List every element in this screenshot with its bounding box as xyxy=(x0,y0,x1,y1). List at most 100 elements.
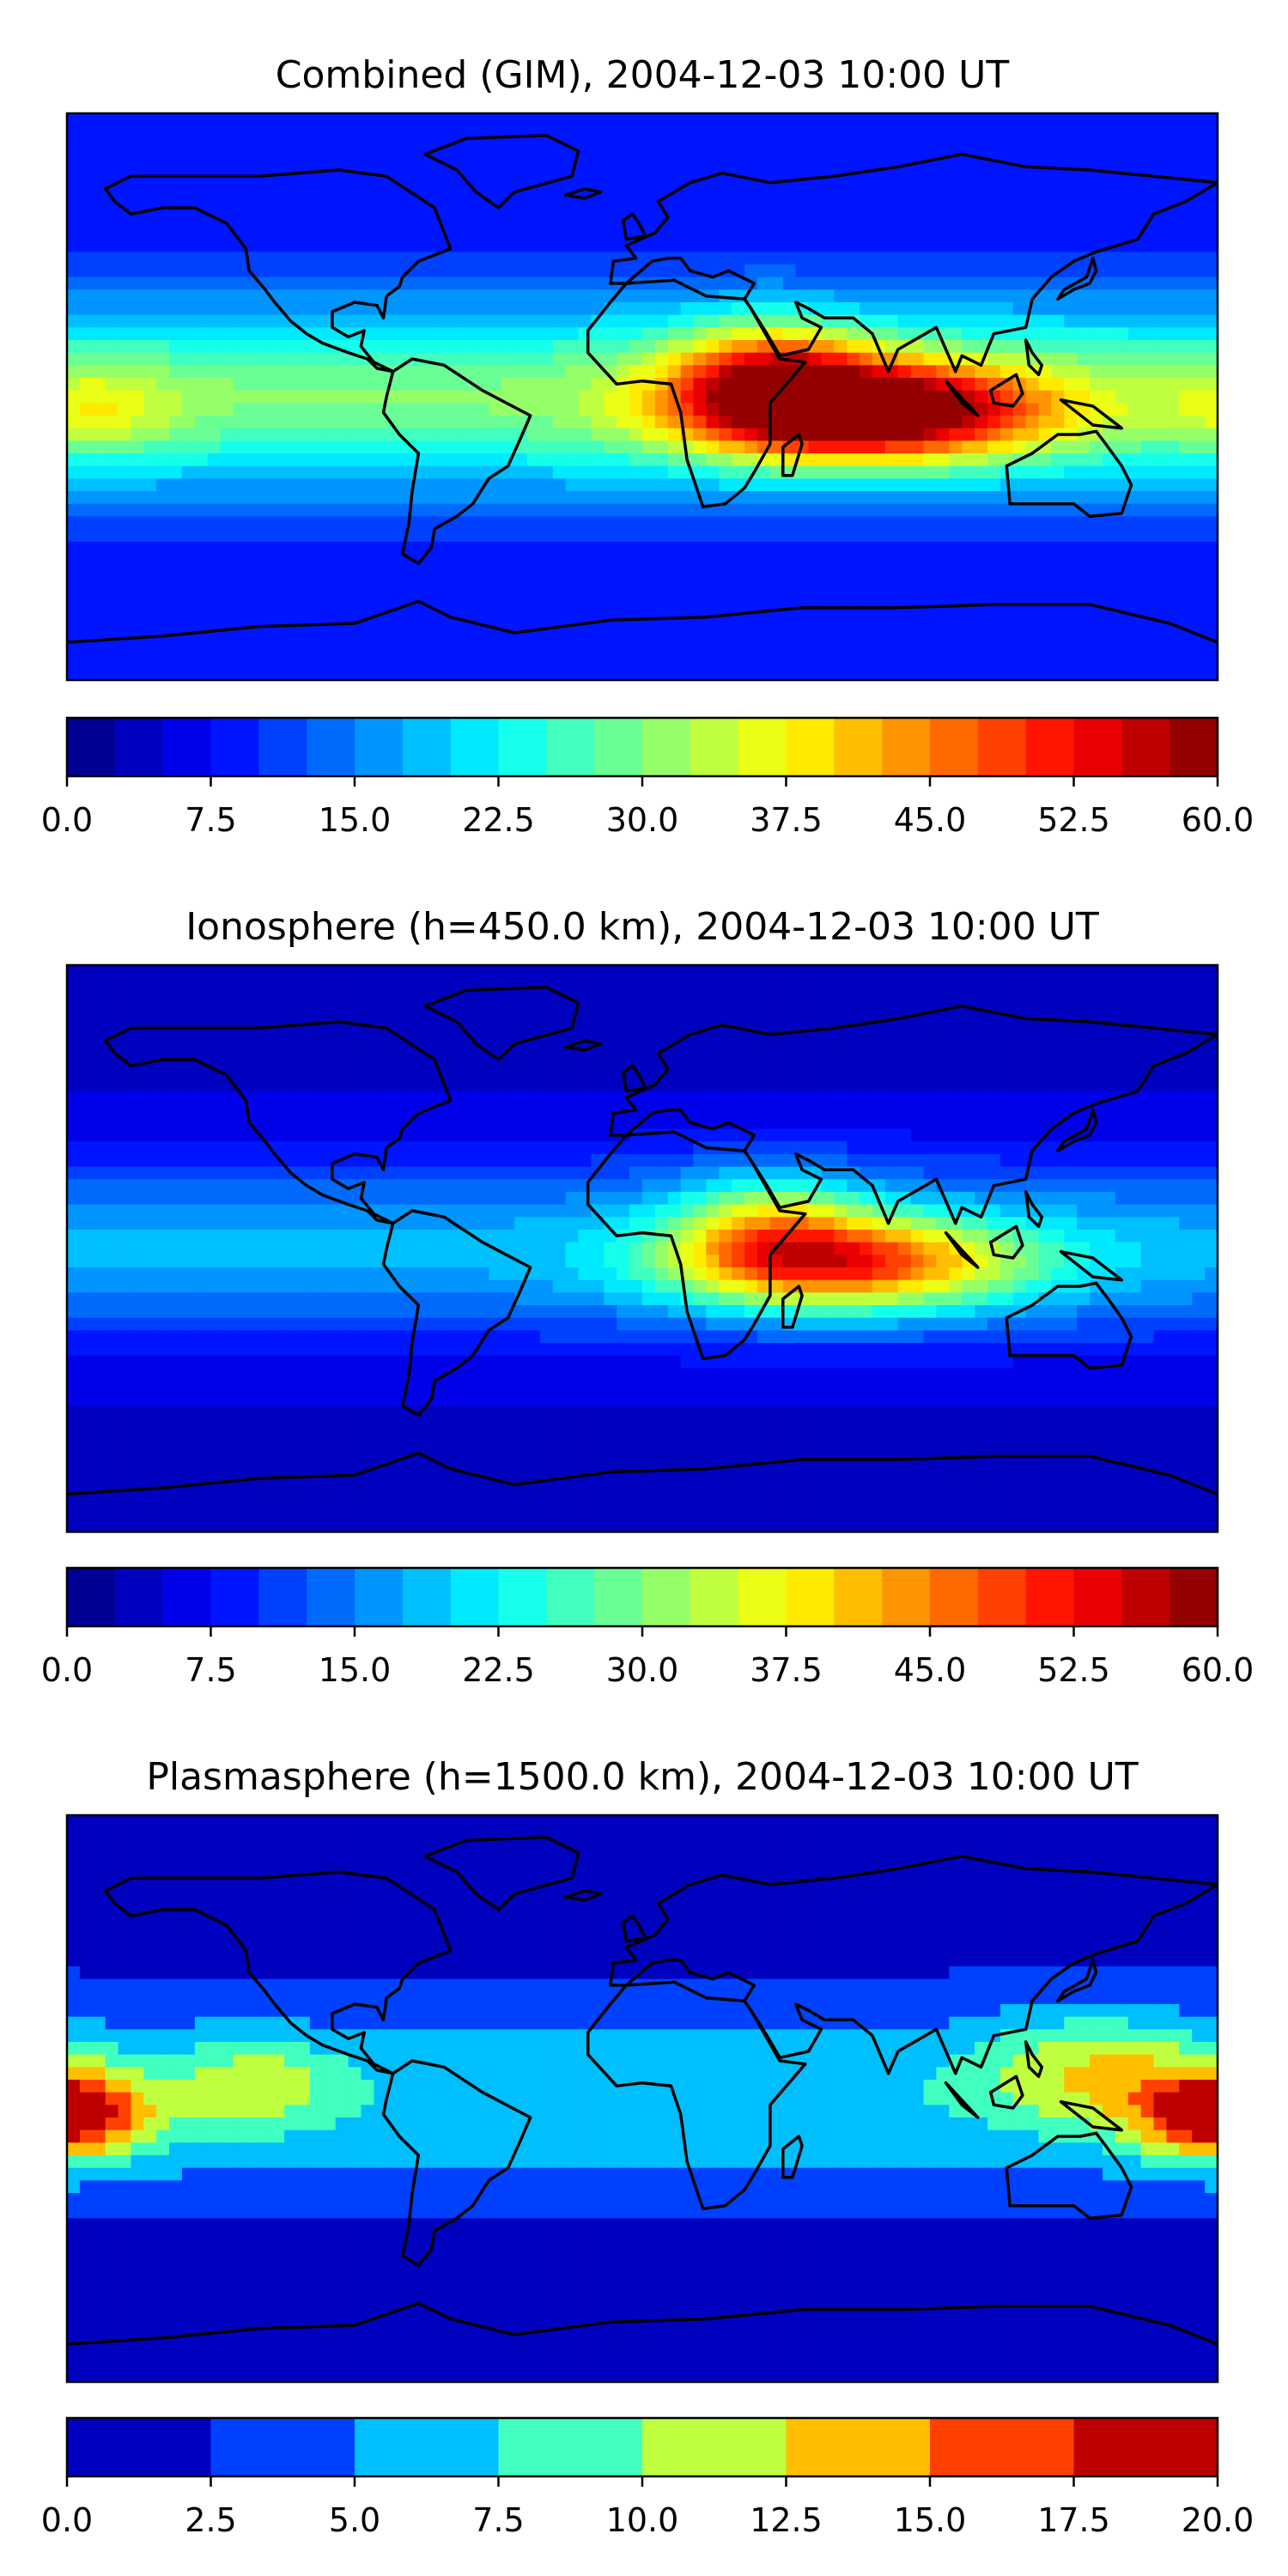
heatmap-cell xyxy=(1192,252,1206,265)
heatmap-cell xyxy=(246,189,259,203)
heatmap-cell xyxy=(897,629,912,643)
heatmap-cell xyxy=(1077,314,1091,328)
heatmap-cell xyxy=(884,138,899,152)
heatmap-cell xyxy=(834,629,848,643)
heatmap-cell xyxy=(834,654,848,668)
heatmap-cell xyxy=(194,478,209,492)
heatmap-cell xyxy=(118,567,132,580)
heatmap-cell xyxy=(860,113,873,127)
heatmap-cell xyxy=(182,465,196,479)
heatmap-cell xyxy=(284,567,298,580)
heatmap-cell xyxy=(552,1066,567,1079)
heatmap-cell xyxy=(1077,227,1091,240)
heatmap-cell xyxy=(539,151,554,165)
heatmap-cell xyxy=(910,163,925,177)
heatmap-cell xyxy=(1038,428,1053,441)
heatmap-cell xyxy=(552,314,567,328)
heatmap-cell xyxy=(642,1003,656,1017)
heatmap-cell xyxy=(399,378,413,392)
heatmap-cell xyxy=(654,365,669,379)
heatmap-cell xyxy=(489,1028,502,1042)
heatmap-cell xyxy=(1153,516,1168,530)
heatmap-cell xyxy=(821,264,835,278)
heatmap-cell xyxy=(501,302,515,316)
heatmap-cell xyxy=(565,289,580,303)
heatmap-cell xyxy=(808,403,823,416)
heatmap-cell xyxy=(757,554,771,568)
heatmap-cell xyxy=(399,1015,413,1029)
heatmap-cell xyxy=(604,965,617,979)
heatmap-cell xyxy=(335,529,349,543)
heatmap-cell xyxy=(501,276,515,290)
heatmap-cell xyxy=(182,365,196,379)
heatmap-cell xyxy=(156,314,170,328)
heatmap-cell xyxy=(348,667,362,680)
heatmap-cell xyxy=(424,1066,439,1079)
heatmap-cell xyxy=(1012,629,1027,643)
heatmap-cell xyxy=(348,1041,362,1054)
heatmap-cell xyxy=(233,465,247,479)
heatmap-cell xyxy=(501,1053,515,1066)
heatmap-cell xyxy=(412,516,426,530)
heatmap-cell xyxy=(79,201,94,215)
heatmap-cell xyxy=(565,977,580,991)
heatmap-cell xyxy=(987,654,1001,668)
heatmap-cell xyxy=(834,567,848,580)
heatmap-cell xyxy=(680,227,695,240)
heatmap-cell xyxy=(67,1015,81,1029)
heatmap-cell xyxy=(271,567,285,580)
heatmap-cell xyxy=(233,965,247,979)
heatmap-cell xyxy=(1051,416,1065,429)
heatmap-cell xyxy=(374,965,387,979)
heatmap-cell xyxy=(335,176,349,190)
heatmap-cell xyxy=(450,465,465,479)
heatmap-cell xyxy=(629,416,643,429)
heatmap-cell xyxy=(105,314,119,328)
heatmap-cell xyxy=(847,1053,860,1066)
heatmap-cell xyxy=(732,239,745,252)
heatmap-cell xyxy=(782,654,797,668)
heatmap-cell xyxy=(361,227,374,240)
heatmap-cell xyxy=(335,503,349,517)
heatmap-cell xyxy=(629,977,643,991)
heatmap-cell xyxy=(501,390,515,404)
heatmap-cell xyxy=(1205,378,1218,392)
heatmap-cell xyxy=(246,667,259,680)
heatmap-cell xyxy=(118,503,132,517)
heatmap-cell xyxy=(527,365,541,379)
heatmap-cell xyxy=(578,302,592,316)
heatmap-cell xyxy=(744,1003,758,1017)
heatmap-cell xyxy=(169,592,183,605)
heatmap-cell xyxy=(1192,453,1206,467)
heatmap-cell xyxy=(578,503,592,517)
heatmap-cell xyxy=(782,592,797,605)
heatmap-cell xyxy=(923,642,938,656)
heatmap-cell xyxy=(1205,138,1218,152)
map-frame xyxy=(65,112,1219,682)
heatmap-cell xyxy=(732,201,745,215)
heatmap-cell xyxy=(1051,465,1065,479)
heatmap-cell xyxy=(769,1078,784,1092)
heatmap-cell xyxy=(987,529,1001,543)
heatmap-cell xyxy=(1115,965,1129,979)
heatmap-cell xyxy=(527,667,541,680)
heatmap-cell xyxy=(872,289,886,303)
heatmap-cell xyxy=(514,1066,528,1079)
heatmap-cell xyxy=(489,403,502,416)
heatmap-cell xyxy=(1077,352,1091,366)
heatmap-cell xyxy=(399,327,413,341)
heatmap-cell xyxy=(361,189,374,203)
heatmap-cell xyxy=(897,289,912,303)
heatmap-cell xyxy=(936,516,950,530)
heatmap-cell xyxy=(1115,516,1129,530)
heatmap-cell xyxy=(884,378,899,392)
heatmap-cell xyxy=(1205,189,1218,203)
heatmap-cell xyxy=(949,965,963,979)
heatmap-cell xyxy=(169,654,183,668)
heatmap-cell xyxy=(169,352,183,366)
heatmap-cell xyxy=(1153,163,1168,177)
heatmap-cell xyxy=(1153,314,1168,328)
heatmap-cell xyxy=(999,1066,1014,1079)
heatmap-cell xyxy=(872,189,886,203)
heatmap-cell xyxy=(987,403,1001,416)
